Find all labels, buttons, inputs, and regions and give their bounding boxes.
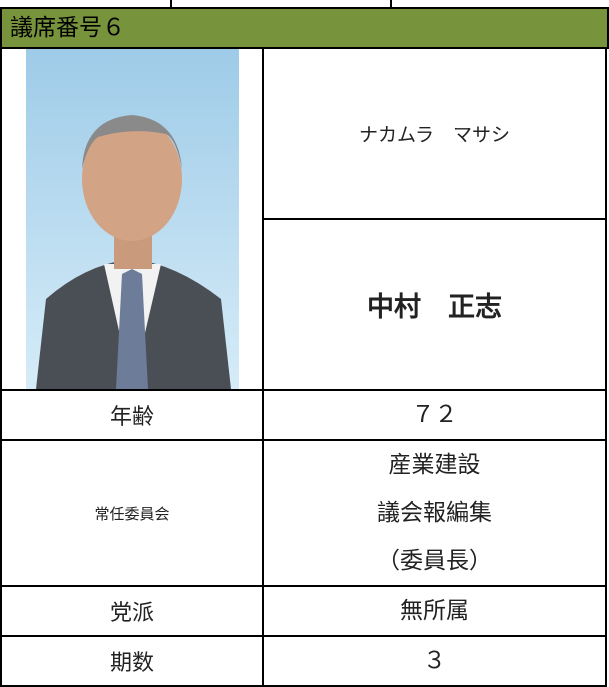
seat-header: 議席番号６ — [0, 7, 609, 49]
profile-row: 常任委員会 産業建設議会報編集 （委員長） — [0, 439, 607, 587]
value-line: ７２ — [411, 402, 458, 428]
row-label: 常任委員会 — [0, 439, 264, 587]
row-value: ３ — [262, 635, 607, 687]
row-value: 無所属 — [262, 585, 607, 637]
portrait — [25, 49, 239, 389]
furigana: ナカムラ マサシ — [262, 47, 607, 220]
row-label: 期数 — [0, 635, 264, 687]
value-line: 議会報編集 — [377, 500, 492, 526]
profile-row: 年齢 ７２ — [0, 389, 607, 441]
value-line: 無所属 — [400, 598, 469, 624]
row-label: 党派 — [0, 585, 264, 637]
row-value: ７２ — [262, 389, 607, 441]
value-line: ３ — [423, 648, 446, 674]
top-border — [0, 0, 609, 8]
photo-cell — [0, 47, 264, 391]
member-name: 中村 正志 — [262, 218, 607, 391]
row-value: 産業建設議会報編集 （委員長） — [262, 439, 607, 587]
profile-table: ナカムラ マサシ 中村 正志 年齢 ７２ 常任委員会 産業建設議会報編集 （委員長） 党派… — [0, 47, 607, 687]
row-label: 年齢 — [0, 389, 264, 441]
value-line: （委員長） — [377, 548, 492, 574]
profile-row: 期数 ３ — [0, 635, 607, 687]
profile-row: 党派 無所属 — [0, 585, 607, 637]
value-line: 産業建設 — [388, 452, 481, 478]
